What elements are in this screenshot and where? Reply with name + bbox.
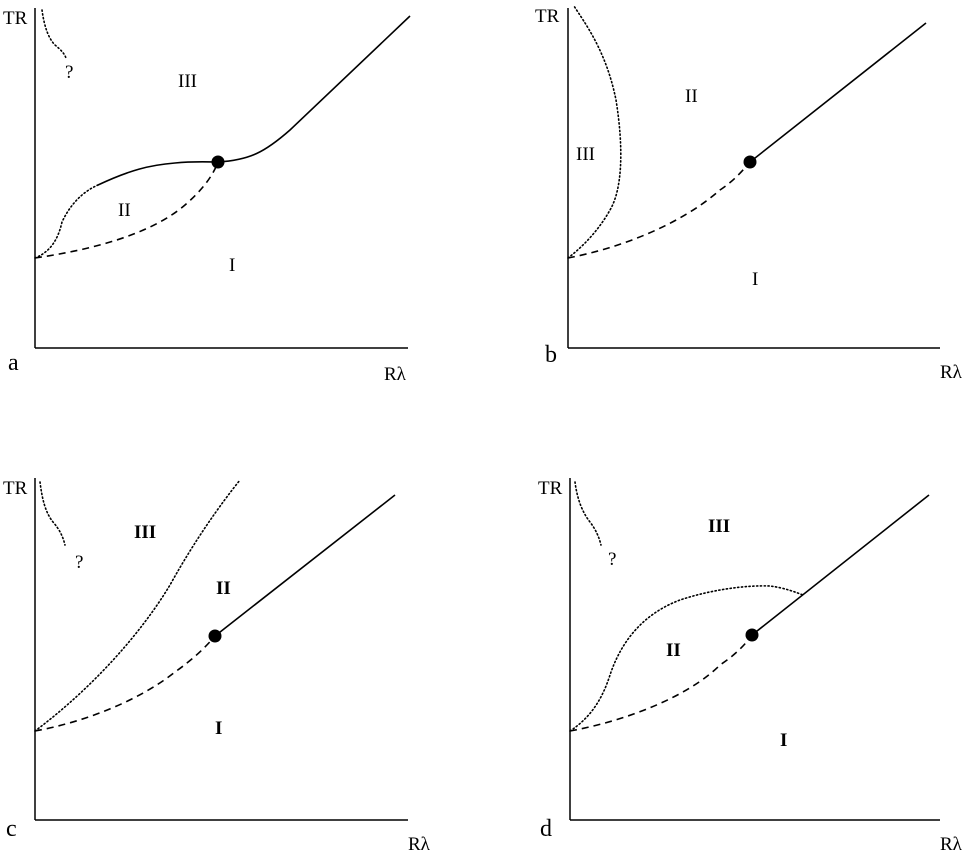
panel-a-letter: a — [8, 350, 19, 376]
panel-a-critical-point — [211, 155, 225, 169]
panel-c-region-III: III — [134, 522, 156, 543]
panel-b: TR Rλ b III II I — [535, 5, 963, 383]
panel-c-dotted-boundary-lower — [34, 479, 241, 732]
panel-d: TR Rλ d ? III II I — [538, 478, 963, 855]
panel-c-y-axis-label: TR — [3, 478, 28, 499]
panel-a-region-III: III — [178, 71, 197, 92]
panel-c-critical-point — [208, 629, 222, 643]
panel-b-region-I: I — [752, 269, 758, 290]
panel-a-unknown-mark: ? — [65, 62, 73, 83]
panel-a-solid-transition-line — [97, 15, 411, 186]
panel-d-dotted-boundary-lower — [569, 585, 804, 732]
panel-a: TR Rλ a ? III II I — [3, 8, 411, 385]
panel-a-region-I: I — [229, 255, 235, 276]
panel-b-dashed-transition-line — [567, 161, 751, 259]
panel-c-solid-transition-line — [214, 494, 396, 637]
panel-d-region-III: III — [708, 516, 730, 537]
panel-d-dotted-boundary-upper — [574, 481, 602, 546]
panel-b-letter: b — [545, 342, 557, 368]
panel-a-x-axis-label: Rλ — [384, 364, 407, 385]
panel-d-unknown-mark: ? — [608, 549, 616, 570]
panel-c-unknown-mark: ? — [75, 552, 83, 573]
panel-c-region-II: II — [216, 578, 231, 599]
panel-b-y-axis-label: TR — [535, 6, 560, 27]
panel-c-dashed-transition-line — [34, 635, 216, 732]
panel-a-dotted-boundary-upper — [41, 9, 67, 59]
panel-c-region-I: I — [215, 718, 222, 739]
panel-d-x-axis-label: Rλ — [940, 834, 963, 855]
panel-d-dashed-transition-line — [569, 634, 753, 732]
panel-c: TR Rλ c ? III II I — [3, 478, 431, 855]
panel-c-dotted-boundary-upper — [39, 481, 66, 546]
panel-b-dotted-boundary — [567, 5, 622, 259]
panel-d-letter: d — [540, 816, 552, 842]
panel-b-x-axis-label: Rλ — [940, 362, 963, 383]
panel-d-region-I: I — [780, 730, 787, 751]
panel-b-solid-transition-line — [749, 22, 927, 163]
panel-a-region-II: II — [118, 200, 131, 221]
panel-d-solid-transition-line — [751, 494, 930, 636]
panel-d-critical-point — [745, 628, 759, 642]
panel-a-dotted-boundary-lower — [34, 184, 99, 259]
panel-d-region-II: II — [666, 640, 681, 661]
panel-a-y-axis-label: TR — [3, 8, 28, 29]
panel-b-critical-point — [743, 155, 757, 169]
panel-a-dashed-transition-line — [34, 161, 219, 259]
panel-c-x-axis-label: Rλ — [408, 834, 431, 855]
panel-b-region-III: III — [576, 144, 595, 165]
panel-b-region-II: II — [685, 86, 698, 107]
panel-c-letter: c — [6, 816, 17, 842]
panel-d-y-axis-label: TR — [538, 478, 563, 499]
